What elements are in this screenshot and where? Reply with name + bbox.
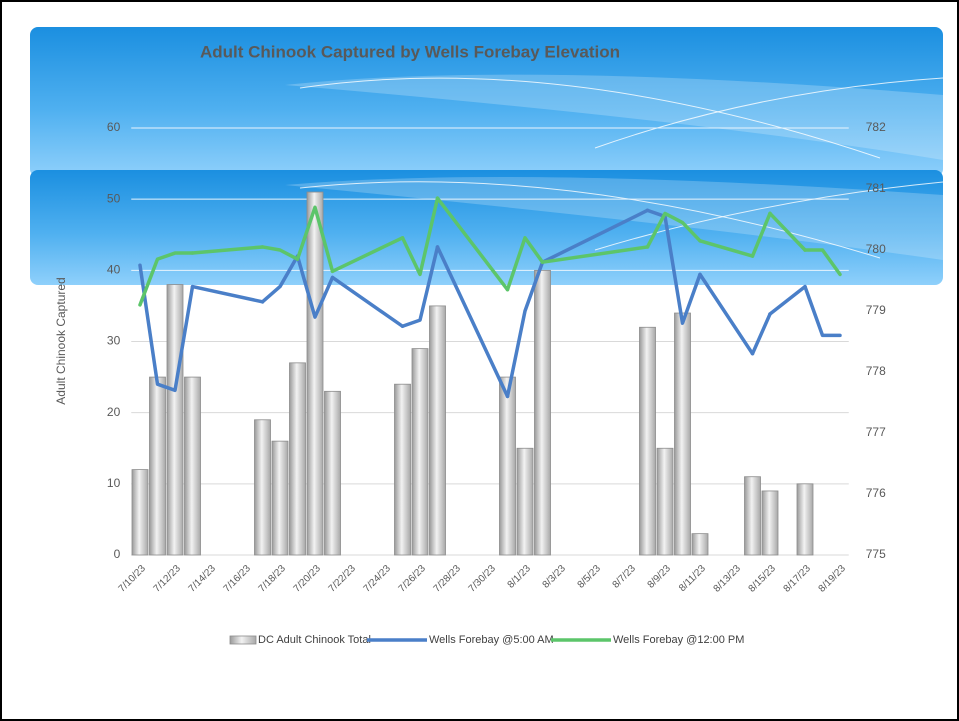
bar — [254, 419, 271, 556]
bar — [131, 469, 149, 556]
bar — [271, 440, 289, 556]
bar — [429, 305, 446, 556]
line-series — [505, 260, 545, 399]
y2-tick-label: 780 — [866, 242, 886, 256]
line-series — [645, 208, 702, 325]
y2-tick-label: 779 — [866, 303, 886, 317]
bar — [639, 326, 656, 556]
line-series — [645, 211, 702, 249]
y2-tick-label: 778 — [866, 364, 886, 378]
bar — [744, 476, 761, 556]
y2-tick-label: 775 — [866, 547, 886, 561]
line-series — [138, 251, 195, 307]
y-tick-label: 60 — [107, 120, 121, 134]
y-tick-label: 20 — [107, 405, 121, 419]
line-series — [750, 211, 772, 258]
bar — [324, 390, 341, 556]
y2-tick-label: 776 — [866, 486, 886, 500]
line-series — [138, 263, 195, 393]
gap-connector — [698, 272, 755, 356]
bar — [166, 284, 184, 556]
bar — [289, 362, 306, 556]
bar — [184, 376, 201, 556]
line-series — [750, 312, 772, 356]
y-tick-label: 0 — [114, 547, 121, 561]
legend-label: DC Adult Chinook Total — [258, 634, 371, 646]
y2-tick-label: 777 — [866, 425, 886, 439]
gap-connector — [540, 245, 650, 264]
gap-connector — [435, 196, 510, 292]
y-axis-title: Adult Chinook Captured — [54, 277, 68, 404]
y-tick-label: 10 — [107, 476, 121, 490]
y2-tick-label: 781 — [866, 181, 886, 195]
bar — [534, 269, 551, 556]
bar — [691, 533, 709, 556]
bar — [149, 376, 166, 556]
legend-swatch — [229, 635, 257, 645]
banner — [30, 27, 944, 285]
bar — [306, 191, 324, 556]
gap-connector — [540, 208, 650, 264]
gap-connector — [768, 284, 807, 316]
y-tick-label: 30 — [107, 334, 121, 348]
y-tick-label: 40 — [107, 263, 121, 277]
line-series — [400, 245, 440, 328]
chart-title: Adult Chinook Captured by Wells Forebay … — [200, 42, 620, 61]
bar — [796, 483, 814, 556]
gap-connector — [330, 275, 405, 328]
line-series — [400, 196, 440, 277]
bar — [656, 447, 674, 556]
gap-connector — [190, 284, 265, 304]
gap-connector — [698, 239, 755, 258]
bar — [674, 312, 691, 556]
line-series — [505, 236, 545, 292]
legend-label: Wells Forebay @12:00 PM — [613, 634, 744, 646]
bar — [394, 383, 411, 556]
y-tick-label: 50 — [107, 191, 121, 205]
legend-label: Wells Forebay @5:00 AM — [429, 634, 554, 646]
bar — [411, 348, 429, 556]
gap-connector — [435, 245, 510, 399]
bar — [516, 447, 534, 556]
bar — [761, 490, 779, 556]
gap-connector — [330, 236, 405, 274]
line-series — [260, 205, 335, 274]
line-series — [803, 248, 842, 277]
bar — [499, 376, 516, 556]
y2-tick-label: 782 — [866, 120, 886, 134]
gap-connector — [190, 245, 265, 255]
gap-connector — [768, 211, 807, 252]
line-series — [803, 284, 842, 338]
